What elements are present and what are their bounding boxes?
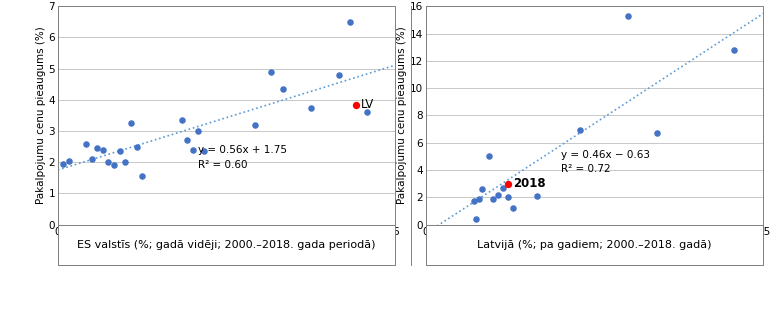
Point (119, 160, 131, 165)
Point (108, 163, 120, 168)
Text: ES valstīs (%; gadā vidēji; 2000.–2018. gada periodā): ES valstīs (%; gadā vidēji; 2000.–2018. … (77, 240, 375, 250)
Point (187, 147, 199, 152)
Point (305, 105, 317, 110)
Y-axis label: Pakalpojumu cenu pieaugums (%): Pakalpojumu cenu pieaugums (%) (397, 27, 407, 204)
Point (136, 174, 148, 179)
Point (476, 187, 488, 192)
Point (361, 110, 373, 115)
Point (349, 102, 362, 107)
X-axis label: Vidējās algas pieaugums (%): Vidējās algas pieaugums (%) (519, 240, 670, 250)
Text: y = 0.46x − 0.63
R² = 0.72: y = 0.46x − 0.63 R² = 0.72 (561, 149, 650, 174)
Point (57, 161, 69, 166)
Point (175, 118, 187, 123)
Point (277, 86, 289, 91)
Point (344, 19, 356, 24)
Point (468, 198, 480, 203)
Text: y = 0.56x + 1.75
R² = 0.60: y = 0.56x + 1.75 R² = 0.60 (198, 145, 288, 170)
X-axis label: Reālā IKP uz iedzīvotāju pieaugums (%): Reālā IKP uz iedzīvotāju pieaugums (%) (123, 240, 329, 250)
Point (622, 13, 635, 18)
Point (502, 195, 514, 200)
Point (502, 181, 514, 186)
Point (728, 47, 740, 52)
Point (497, 185, 509, 190)
Text: 2018: 2018 (513, 177, 546, 190)
Point (181, 138, 194, 143)
Point (192, 129, 204, 134)
Point (130, 144, 143, 149)
Point (86, 157, 98, 162)
Point (574, 128, 586, 133)
Point (473, 197, 485, 202)
Point (113, 149, 126, 154)
Point (91, 146, 103, 151)
Text: Latvijā (%; pa gadiem; 2000.–2018. gadā): Latvijā (%; pa gadiem; 2000.–2018. gadā) (477, 240, 712, 250)
Point (79, 141, 92, 146)
Point (470, 217, 483, 222)
Point (333, 72, 345, 77)
Point (530, 193, 543, 198)
Point (651, 131, 663, 136)
Point (103, 160, 115, 165)
Text: LV: LV (361, 98, 374, 111)
Point (125, 121, 137, 126)
Point (507, 206, 519, 211)
Point (63, 158, 76, 163)
Point (198, 149, 210, 154)
Point (492, 192, 504, 197)
Point (96, 147, 109, 152)
Point (265, 69, 278, 74)
Point (248, 122, 261, 127)
Point (487, 196, 500, 201)
Point (483, 154, 495, 159)
Y-axis label: Pakalpojumu cenu pieaugums (%): Pakalpojumu cenu pieaugums (%) (35, 27, 45, 204)
